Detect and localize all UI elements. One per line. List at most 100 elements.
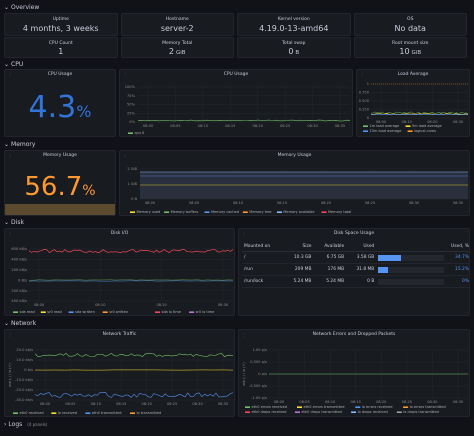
table-cell-available: 5.24 MB — [313, 275, 347, 288]
panel-menu-icon[interactable]: ⋮ — [8, 72, 12, 77]
panel-title: Memory Usage — [277, 153, 312, 158]
x-tick-label: 08:00 — [274, 400, 285, 404]
disk-io-panel[interactable]: ⋮ Disk I/O 600 kB/s 400 kB/s 200 kB/s 0 B/s… — [4, 228, 235, 316]
load-average-chart: 1 0.750 0.500 0.250 0 08:00 08:10 08:20 08:30 1m … — [359, 82, 469, 133]
stat-panel[interactable]: Total swap 0 B — [237, 37, 351, 58]
x-tick-label: 08:10 — [198, 124, 209, 128]
eth0-received-line — [34, 352, 234, 358]
stat-value: 2 GiB — [122, 47, 234, 56]
legend-label: lo drops transmitted — [403, 410, 439, 414]
legend-swatch — [242, 211, 248, 213]
x-tick-label: 08:25 — [402, 400, 412, 404]
panel-menu-icon[interactable]: ⋮ — [123, 72, 127, 77]
table-row[interactable]: /10.3 GB 6.75 GB 3.58 GB 34.7% — [242, 251, 469, 264]
used-pct-bar-fill — [378, 255, 402, 261]
table-cell-mount: / — [242, 251, 284, 264]
panel-menu-icon[interactable]: ⋮ — [242, 332, 246, 337]
y-tick-label: 0.250 — [359, 108, 370, 112]
legend-label: 1m load average — [370, 124, 400, 128]
stat-value: 4 months, 3 weeks — [5, 24, 117, 33]
stat-value: 4.19.0-13-amd64 — [238, 24, 350, 33]
legend-label: lo errors received — [362, 405, 393, 409]
x-tick-label: 08:35 — [453, 400, 463, 404]
table-cell-used-pct: 15.2% — [446, 263, 469, 276]
x-tick-label: 08:35 — [335, 124, 345, 128]
x-tick-label: 08:15 — [277, 201, 287, 205]
load-1m-line — [370, 111, 469, 115]
stat-number: 0 — [288, 47, 294, 56]
column-header[interactable]: Size — [283, 242, 314, 252]
stat-panel[interactable]: CPU Count 1 — [4, 37, 118, 58]
panel-title: Disk Space Usage — [333, 231, 375, 236]
memory-usage-chart: 2 GiB 1 GiB 0 B 08:00 08:05 08:10 08:15 08:20 08… — [127, 167, 468, 214]
legend-label: sr0 written — [109, 310, 128, 314]
y-tick-label: -10.0 kb/s — [15, 378, 33, 382]
column-header[interactable]: Used — [346, 242, 377, 252]
column-header[interactable]: Mounted on — [242, 242, 284, 252]
cpu-usage-panel[interactable]: ⋮ CPU Usage 100% 75% 50% 25% 0% 08:00 08:05 08:… — [119, 69, 353, 137]
panel-menu-icon[interactable]: ⋮ — [8, 231, 12, 236]
x-tick-label: 08:00 — [376, 120, 387, 124]
table-cell-mount: /run — [242, 263, 284, 276]
row-disk[interactable]: ⌄ Disk — [4, 219, 24, 226]
legend-label: eth0 received — [20, 411, 44, 415]
table-cell-used: 31.8 MB — [346, 263, 377, 276]
row-memory[interactable]: ⌄ Memory — [4, 141, 35, 148]
table-row[interactable]: /run 209 MB 176 MB 31.8 MB 15.2% — [242, 263, 469, 276]
legend-label: sr0 io time — [196, 310, 215, 314]
row-network[interactable]: ⌄ Network — [4, 320, 36, 327]
memory-total-area — [140, 172, 468, 199]
panel-menu-icon[interactable]: ⋮ — [360, 72, 364, 77]
y-tick-label: -0.500 p/s — [249, 384, 267, 388]
stat-panel[interactable]: Root mount size 10 GiB — [353, 37, 467, 58]
legend-swatch — [68, 311, 74, 313]
row-cpu[interactable]: ⌄ CPU — [4, 61, 23, 68]
x-tick-label: 08:20 — [427, 120, 438, 124]
memory-gauge-value: 56.7% — [5, 172, 115, 202]
memory-gauge-panel[interactable]: ⋮ Memory Usage 56.7% — [4, 150, 116, 216]
legend-label: Memory used — [137, 210, 161, 214]
stat-number: No data — [394, 24, 426, 33]
x-tick-label: 08:05 — [65, 402, 75, 406]
network-errors-panel[interactable]: ⋮ Network Errors and Dropped Packets 1.0… — [238, 329, 470, 417]
used-pct-bar-fill — [378, 267, 389, 273]
panel-menu-icon[interactable]: ⋮ — [123, 153, 127, 158]
row-disk-label: Disk — [11, 219, 24, 226]
x-tick-label: 08:00 — [34, 303, 45, 307]
stat-panel[interactable]: Hostname server-2 — [120, 13, 234, 36]
column-header[interactable]: Used, % — [376, 242, 469, 252]
used-pct-bar-track — [378, 279, 445, 285]
disk-space-panel[interactable]: ⋮ Disk Space Usage Mounted on Size Avail… — [238, 228, 470, 316]
y-tick-label: 100% — [125, 85, 136, 89]
row-overview[interactable]: ⌄ Overview — [4, 4, 39, 11]
x-tick-label: 08:30 — [409, 201, 420, 205]
row-logs[interactable]: › Logs (4 panels) — [4, 421, 47, 428]
y-tick-label: -30.0 kb/s — [15, 398, 33, 402]
column-header[interactable]: Available — [313, 242, 347, 252]
legend-swatch — [164, 211, 170, 213]
network-traffic-panel[interactable]: ⋮ Network Traffic 20.0 kb/s 10.0 kb/s 0 b/… — [4, 329, 235, 417]
x-tick-label: 08:30 — [453, 120, 464, 124]
memory-usage-panel[interactable]: ⋮ Memory Usage 2 GiB 1 GiB 0 B 08:00 08:05 08… — [119, 150, 470, 216]
panel-menu-icon[interactable]: ⋮ — [242, 231, 246, 236]
table-row[interactable]: /run/lock 5.24 MB 5.24 MB 0 B 0% — [242, 275, 469, 288]
legend-swatch — [13, 412, 18, 414]
stat-panel[interactable]: OS No data — [353, 13, 467, 36]
cpu-gauge-panel[interactable]: ⋮ CPU Usage 4.3% — [4, 69, 116, 137]
x-tick-label: 08:10 — [91, 402, 102, 406]
y-tick-label: 0.500 p/s — [250, 360, 267, 364]
panel-menu-icon[interactable]: ⋮ — [8, 153, 12, 158]
load-average-panel[interactable]: ⋮ Load Average 1 0.750 0.500 0.250 0 08:00 08:… — [356, 69, 470, 137]
y-axis-label: out (-) / in (+) — [242, 362, 246, 386]
legend-swatch — [130, 412, 135, 414]
stat-panel[interactable]: Memory Total 2 GiB — [120, 37, 234, 58]
table-cell-size: 209 MB — [283, 263, 314, 276]
stat-panel[interactable]: Uptime 4 months, 3 weeks — [4, 13, 118, 36]
panel-menu-icon[interactable]: ⋮ — [8, 332, 12, 337]
legend-label: eth0 errors transmitted — [304, 405, 345, 409]
used-pct-bar-track — [378, 267, 445, 273]
legend-swatch — [363, 125, 368, 127]
x-tick-label: 08:05 — [299, 400, 309, 404]
stat-panel[interactable]: Kernel version 4.19.0-13-amd64 — [237, 13, 351, 36]
x-tick-label: 08:30 — [218, 303, 229, 307]
